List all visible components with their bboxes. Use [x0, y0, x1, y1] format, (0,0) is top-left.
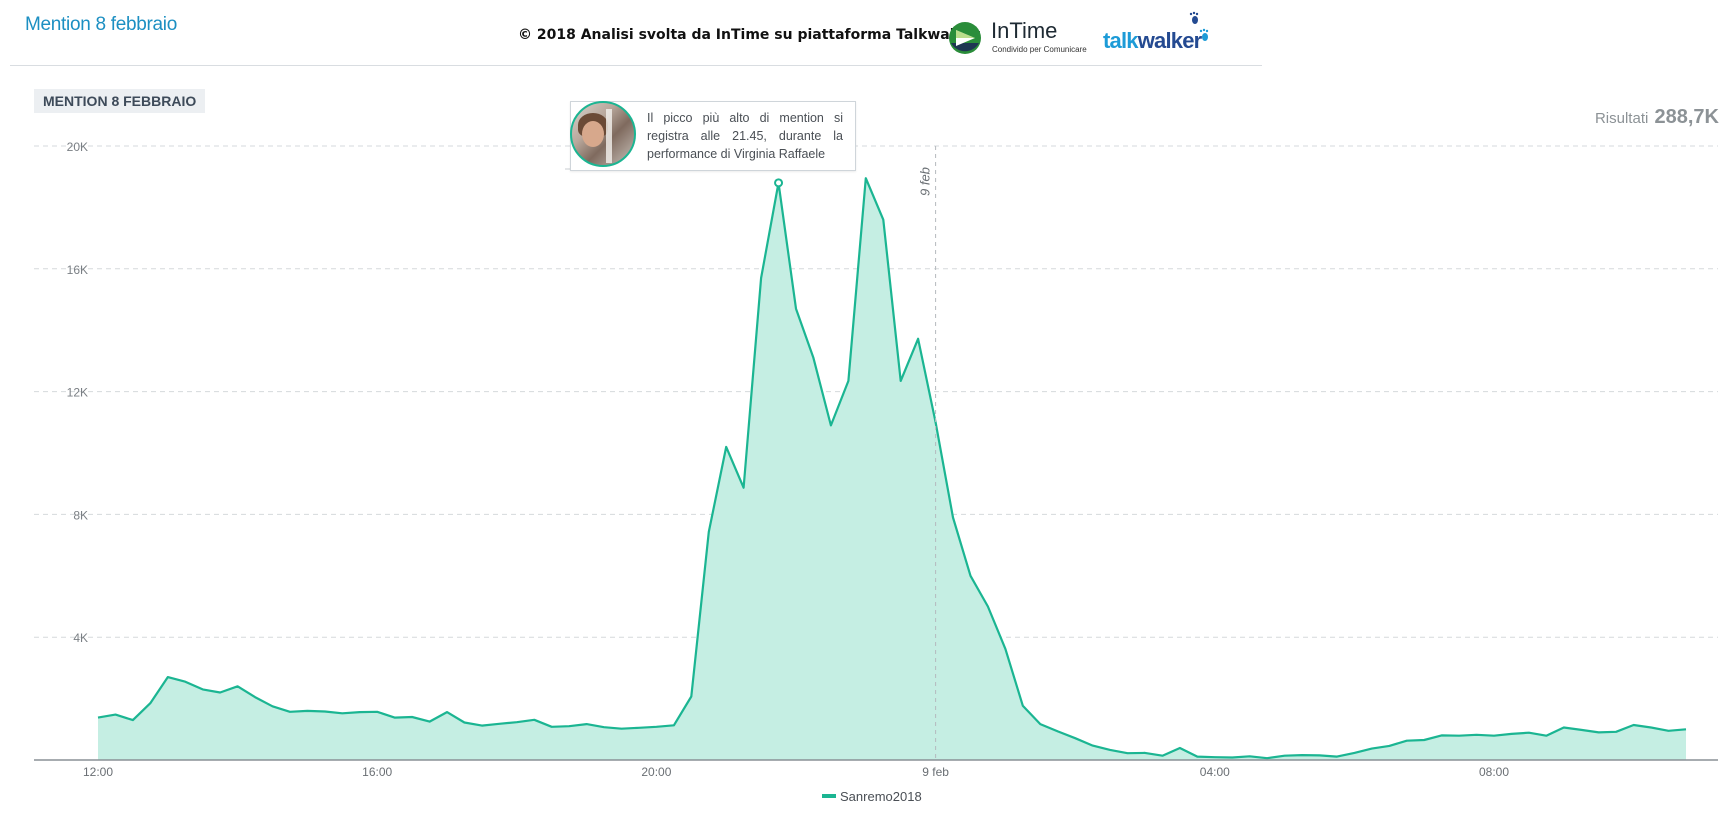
y-tick-label: 20K: [67, 140, 88, 154]
legend-swatch: [822, 793, 836, 798]
annotation-avatar: [570, 101, 636, 167]
y-tick-label: 8K: [73, 508, 88, 522]
y-tick-label: 12K: [67, 386, 88, 400]
peak-annotation: Il picco più alto di mention si registra…: [570, 101, 856, 171]
day-marker-label: 9 feb: [918, 167, 933, 196]
y-tick-label: 16K: [67, 263, 88, 277]
x-tick-label: 08:00: [1479, 765, 1509, 779]
page-title: Mention 8 febbraio: [25, 14, 177, 35]
talkwalker-logo-talk: talk: [1103, 28, 1139, 53]
x-tick-label: 16:00: [362, 765, 392, 779]
x-tick-label: 04:00: [1200, 765, 1230, 779]
intime-logo-tagline: Condivido per Comunicare: [992, 45, 1087, 54]
results-value: 288,7K: [1654, 106, 1720, 128]
analysis-credit: © 2018 Analisi svolta da InTime su piatt…: [518, 27, 980, 43]
chart-legend[interactable]: Sanremo2018: [822, 789, 922, 804]
annotation-text: Il picco più alto di mention si registra…: [647, 111, 843, 161]
intime-logo-name: InTime: [991, 18, 1058, 43]
footprints-icon: [1189, 11, 1209, 41]
legend-label: Sanremo2018: [840, 789, 922, 804]
talkwalker-logo: talkwalker: [1103, 11, 1213, 56]
y-tick-label: 4K: [73, 631, 88, 645]
chart-badge: MENTION 8 FEBBRAIO: [34, 89, 206, 113]
intime-logo: InTime Condivido per Comunicare: [948, 18, 1098, 58]
x-tick-label: 9 feb: [922, 765, 949, 779]
results-label: Risultati: [1594, 110, 1649, 127]
series-area-layer: [97, 177, 1687, 760]
axis-layer: 4K 8K 12K 16K 20K 12:00 16:00 20:00 9 feb 04:00 08…: [34, 140, 1718, 779]
talkwalker-logo-wordmark: talkwalker: [1103, 28, 1202, 54]
intime-mark-icon: [949, 22, 981, 54]
series-area-fill: [98, 178, 1686, 760]
x-tick-label: 20:00: [641, 765, 671, 779]
results-summary: Risultati 288,7K: [1595, 106, 1719, 129]
talkwalker-logo-walker: walker: [1137, 28, 1202, 53]
peak-marker[interactable]: [774, 178, 784, 188]
header-divider: [10, 65, 1262, 66]
x-tick-label: 12:00: [83, 765, 113, 779]
series-line[interactable]: [97, 177, 1687, 760]
